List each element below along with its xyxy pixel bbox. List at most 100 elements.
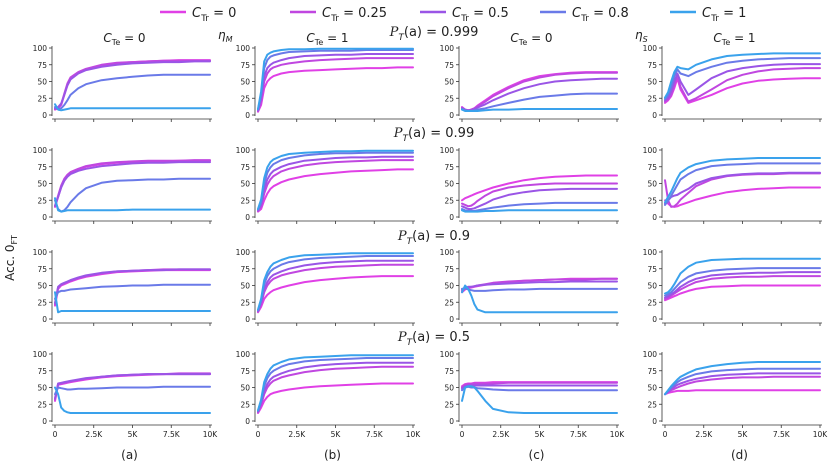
y-tick-label: 100 (236, 248, 251, 257)
series-line (664, 271, 821, 299)
y-tick-label: 75 (647, 163, 657, 172)
series-line (257, 149, 414, 210)
series-line (257, 361, 414, 413)
series-line (664, 267, 821, 297)
legend-entry: CTr = 0.5 (420, 6, 509, 24)
series-line (257, 263, 414, 313)
row-title: PT(a) = 0.5 (397, 330, 470, 348)
y-tick-label: 100 (33, 350, 48, 359)
y-tick-label: 0 (42, 111, 47, 120)
y-tick-label: 25 (240, 400, 250, 409)
series-line (664, 67, 821, 103)
y-tick-label: 75 (647, 367, 657, 376)
x-tick-label: 5K (535, 430, 546, 439)
series-line (257, 66, 414, 113)
series-line (54, 159, 211, 208)
group-label: ηS (635, 28, 648, 44)
x-tick-label: 10K (203, 430, 219, 439)
subplot: 0 25 50 75 100 0 2.5K 5K 7.5K 10K (643, 350, 829, 439)
series-line (664, 257, 821, 295)
series-line (461, 385, 618, 414)
y-tick-label: 100 (33, 44, 48, 53)
y-tick-label: 75 (240, 163, 250, 172)
y-tick-label: 25 (647, 298, 657, 307)
y-tick-label: 100 (440, 350, 455, 359)
series-line (54, 283, 211, 300)
series-line (461, 209, 618, 213)
y-tick-label: 25 (240, 298, 250, 307)
series-line (461, 174, 618, 202)
y-tick-label: 25 (647, 94, 657, 103)
column-title: CTe = 0 (510, 31, 552, 47)
series-line (664, 375, 821, 396)
y-tick-label: 50 (240, 282, 250, 291)
series-line (664, 367, 821, 396)
y-tick-label: 0 (42, 417, 47, 426)
series-line (257, 151, 414, 211)
subplot: 0 25 50 75 100 (643, 44, 822, 122)
y-tick-label: 25 (444, 298, 454, 307)
group-label: ηM (218, 28, 233, 44)
y-tick-label: 25 (647, 196, 657, 205)
subplot: 0 25 50 75 100 (33, 146, 212, 224)
y-tick-label: 50 (444, 78, 454, 87)
series-line (461, 385, 618, 392)
y-tick-label: 100 (33, 146, 48, 155)
y-tick-label: 100 (643, 146, 658, 155)
y-tick-label: 100 (440, 44, 455, 53)
subplot: 0 25 50 75 100 0 2.5K 5K 7.5K 10K (440, 350, 626, 439)
legend-entry: CTr = 0 (160, 6, 236, 24)
series-line (54, 291, 211, 314)
subplot: 0 25 50 75 100 (643, 146, 822, 224)
panel-label: (b) (324, 448, 341, 462)
y-tick-label: 0 (42, 213, 47, 222)
y-tick-label: 0 (245, 213, 250, 222)
y-tick-label: 25 (37, 298, 47, 307)
panel-label: (c) (529, 448, 545, 462)
y-tick-label: 25 (647, 400, 657, 409)
y-tick-label: 25 (37, 196, 47, 205)
series-line (461, 280, 618, 291)
y-tick-label: 25 (240, 94, 250, 103)
y-tick-label: 50 (37, 78, 47, 87)
panel-label: (a) (121, 448, 138, 462)
y-tick-label: 75 (240, 265, 250, 274)
series-line (664, 372, 821, 396)
y-tick-label: 100 (643, 350, 658, 359)
y-tick-label: 25 (444, 94, 454, 103)
series-line (461, 287, 618, 292)
series-line (257, 259, 414, 312)
x-tick-label: 2.5K (85, 430, 103, 439)
y-tick-label: 50 (37, 384, 47, 393)
series-line (257, 57, 414, 112)
y-tick-label: 50 (444, 180, 454, 189)
x-tick-label: 0 (460, 430, 465, 439)
y-tick-label: 100 (440, 248, 455, 257)
series-line (54, 268, 211, 304)
series-line (257, 275, 414, 314)
subplot: 0 25 50 75 100 (33, 44, 212, 122)
subplot: 0 25 50 75 100 (643, 248, 822, 326)
series-line (54, 60, 211, 110)
series-line (257, 168, 414, 213)
series-line (54, 73, 211, 110)
y-tick-label: 75 (37, 163, 47, 172)
series-line (54, 177, 211, 213)
y-tick-label: 0 (245, 111, 250, 120)
y-tick-label: 100 (236, 350, 251, 359)
x-tick-label: 10K (406, 430, 422, 439)
x-tick-label: 10K (813, 430, 829, 439)
y-tick-label: 100 (236, 44, 251, 53)
series-line (54, 386, 211, 414)
series-line (257, 252, 414, 311)
x-tick-label: 7.5K (570, 430, 588, 439)
series-line (664, 275, 821, 300)
series-line (664, 63, 821, 102)
y-tick-label: 0 (245, 417, 250, 426)
y-tick-label: 50 (240, 180, 250, 189)
legend-label: CTr = 0 (192, 6, 236, 24)
series-line (257, 365, 414, 414)
column-title: CTe = 0 (103, 31, 145, 47)
series-line (664, 186, 821, 208)
series-line (54, 59, 211, 110)
